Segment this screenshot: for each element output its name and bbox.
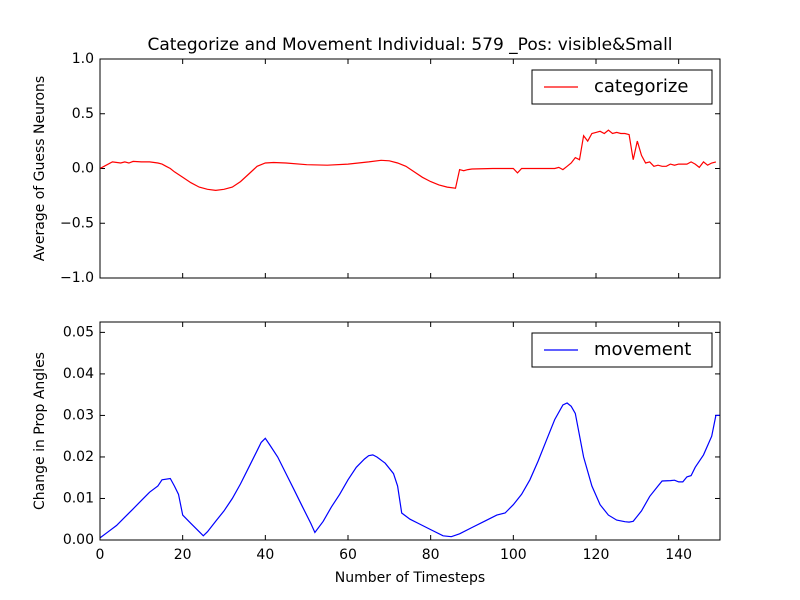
legend-box — [531, 69, 713, 105]
y-axis-label: Average of Guess Neurons — [32, 76, 48, 261]
y-tick-label: −1.0 — [60, 270, 94, 286]
y-axis-label: Change in Prop Angles — [32, 352, 48, 510]
y-tick-label: 0.05 — [63, 324, 94, 340]
x-tick-label: 0 — [96, 547, 105, 563]
x-tick-label: 40 — [256, 547, 274, 563]
y-tick-label: 0.5 — [72, 106, 94, 122]
x-tick-label: 100 — [500, 547, 527, 563]
data-line — [99, 402, 720, 539]
axes-frame — [99, 58, 721, 279]
y-tick-label: 0.0 — [72, 161, 94, 177]
y-tick-label: 0.00 — [63, 532, 94, 548]
x-tick-label: 140 — [665, 547, 692, 563]
data-line — [99, 129, 717, 192]
y-tick-label: 0.02 — [63, 449, 94, 465]
chart-title: Categorize and Movement Individual: 579 … — [147, 35, 672, 55]
y-tick-label: 0.04 — [63, 366, 94, 382]
x-tick-label: 60 — [339, 547, 357, 563]
x-tick-label: 120 — [583, 547, 610, 563]
x-axis-label: Number of Timesteps — [335, 570, 485, 586]
x-tick-label: 80 — [422, 547, 440, 563]
x-tick-label: 20 — [174, 547, 192, 563]
legend-label: movement — [594, 339, 691, 360]
y-tick-label: 0.03 — [63, 407, 94, 423]
legend-label: categorize — [594, 76, 688, 97]
axes-frame — [99, 321, 721, 541]
y-tick-label: 0.01 — [63, 490, 94, 506]
y-tick-label: −0.5 — [60, 215, 94, 231]
y-tick-label: 1.0 — [72, 51, 94, 67]
